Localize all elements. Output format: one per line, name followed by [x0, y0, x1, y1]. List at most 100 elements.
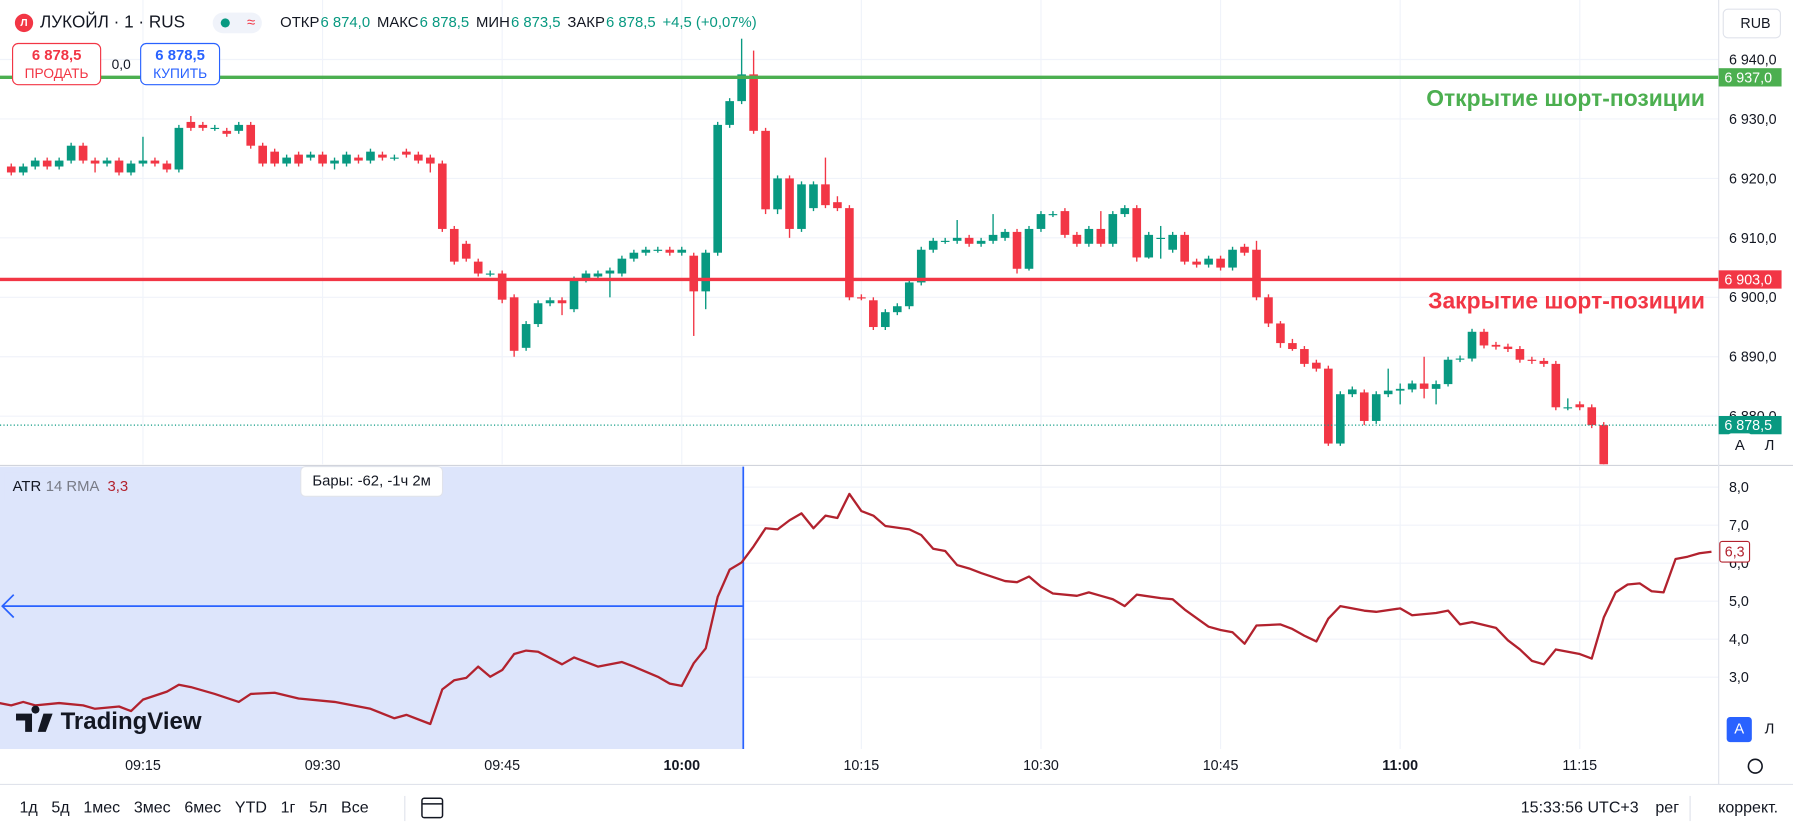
clock[interactable]: 15:33:56 UTC+3	[1521, 800, 1639, 817]
candle-body	[713, 124, 723, 253]
candle-body	[1024, 228, 1034, 269]
symbol-logo	[14, 13, 34, 33]
candle-body	[881, 312, 890, 328]
candle-body	[1467, 331, 1477, 359]
candle-body	[497, 273, 507, 300]
range-button[interactable]: 1д	[19, 800, 38, 817]
candle-body	[294, 154, 303, 164]
candle-body	[904, 282, 914, 307]
log-label[interactable]: Л	[1765, 438, 1775, 454]
x-tick-label: 10:45	[1203, 758, 1239, 774]
tooltip-box	[300, 466, 444, 497]
candle-body	[378, 154, 387, 158]
plot-layer: Открытие шорт-позиции Закрытие шорт-позиц…	[0, 38, 1719, 726]
symbol-logo-glyph: Л	[20, 18, 27, 29]
candle-body	[1276, 323, 1285, 344]
pane-buttons: A Л A Л	[1726, 433, 1775, 774]
x-tick-label: 10:30	[1023, 758, 1059, 774]
atr-value: 3,3	[107, 479, 128, 495]
candle-body	[30, 160, 40, 167]
candle-body	[1527, 359, 1537, 361]
sell-label[interactable]: ПРОДАТЬ	[25, 66, 89, 81]
range-button[interactable]: Все	[341, 800, 369, 817]
candle-body	[1204, 258, 1213, 265]
buy-label[interactable]: КУПИТЬ	[153, 66, 207, 81]
candle-body	[1479, 331, 1489, 346]
atr-name[interactable]: ATR	[13, 479, 42, 495]
atr-line	[0, 492, 1712, 726]
ohlc-value: 6 873,5	[511, 15, 561, 31]
candle-body	[569, 279, 579, 310]
auto-button[interactable]	[1727, 433, 1752, 458]
symbol-title[interactable]: ЛУКОЙЛ · 1 · RUS	[40, 11, 185, 31]
candle-body	[988, 234, 998, 241]
market-status	[220, 18, 230, 28]
range-button[interactable]: 5д	[51, 800, 70, 817]
candle-body	[270, 151, 279, 164]
candle-body	[557, 300, 567, 304]
candle-body	[964, 237, 974, 244]
delay-icon: ≈	[247, 15, 255, 31]
log-label[interactable]: Л	[1765, 722, 1775, 738]
candle-body	[6, 166, 16, 173]
candle-body	[725, 101, 734, 125]
candle-body	[1000, 231, 1010, 238]
header: Л ЛУКОЙЛ · 1 · RUS ≈ ОТКР 6 874,0 МАКС 6 87…	[14, 8, 1781, 39]
calendar-icon[interactable]	[421, 797, 444, 819]
candle-body	[1551, 363, 1561, 408]
x-tick-label: 11:00	[1382, 758, 1418, 774]
currency[interactable]: RUB	[1740, 16, 1770, 32]
tooltip-text: Бары: -62, -1ч 2м	[312, 473, 431, 489]
candle-body	[1575, 404, 1585, 408]
candle-body	[1491, 344, 1501, 347]
candle-body	[282, 157, 291, 164]
settings-icon[interactable]	[1747, 758, 1763, 774]
candle-body	[581, 273, 591, 280]
candle-body	[1300, 349, 1309, 364]
sell-button[interactable]	[12, 42, 102, 86]
candle-body	[210, 127, 220, 130]
x-tick-label: 09:30	[305, 758, 341, 774]
y-tick-label: 5,0	[1729, 594, 1749, 610]
candle-body	[737, 74, 746, 102]
candle-body	[1264, 297, 1273, 324]
candle-body	[1168, 234, 1177, 250]
auto-button-active[interactable]	[1726, 717, 1752, 743]
candle-body	[761, 130, 770, 210]
last-value-label: 6,3	[1725, 545, 1745, 561]
y-tick-label: 6 910,0	[1729, 231, 1777, 247]
sell-price[interactable]: 6 878,5	[32, 48, 82, 64]
candle-body	[342, 154, 351, 164]
candle-body	[821, 184, 830, 206]
auto-label[interactable]: A	[1735, 438, 1745, 454]
currency-button[interactable]	[1722, 8, 1781, 39]
auto-label[interactable]: A	[1734, 722, 1744, 738]
buy-button[interactable]	[140, 42, 221, 86]
candle-body	[665, 249, 675, 253]
candle-body	[1216, 258, 1225, 268]
candle-body	[246, 124, 256, 146]
candle-body	[641, 249, 651, 253]
range-button[interactable]: YTD	[235, 800, 267, 817]
y-tick-label: 6 930,0	[1729, 112, 1777, 128]
status-pill[interactable]	[212, 12, 262, 34]
range-button[interactable]: 5л	[309, 800, 327, 817]
adjust[interactable]: коррект.	[1718, 800, 1778, 817]
candle-body	[414, 154, 423, 161]
candle-body	[629, 252, 639, 259]
candle-body	[1443, 359, 1453, 385]
candle-body	[390, 157, 399, 159]
session[interactable]: рег	[1655, 800, 1679, 817]
range-button[interactable]: 6мес	[184, 800, 221, 817]
range-button[interactable]: 1мес	[83, 800, 120, 817]
range-button[interactable]: 1г	[281, 800, 296, 817]
candle-body	[437, 163, 447, 229]
buy-price[interactable]: 6 878,5	[155, 48, 205, 64]
tradingview-logo: TradingView	[16, 705, 202, 735]
candle-body	[1012, 231, 1022, 269]
range-button[interactable]: 3мес	[134, 800, 171, 817]
price-tag	[1718, 270, 1782, 289]
candle-body	[1383, 390, 1393, 395]
candle-body	[940, 240, 950, 242]
